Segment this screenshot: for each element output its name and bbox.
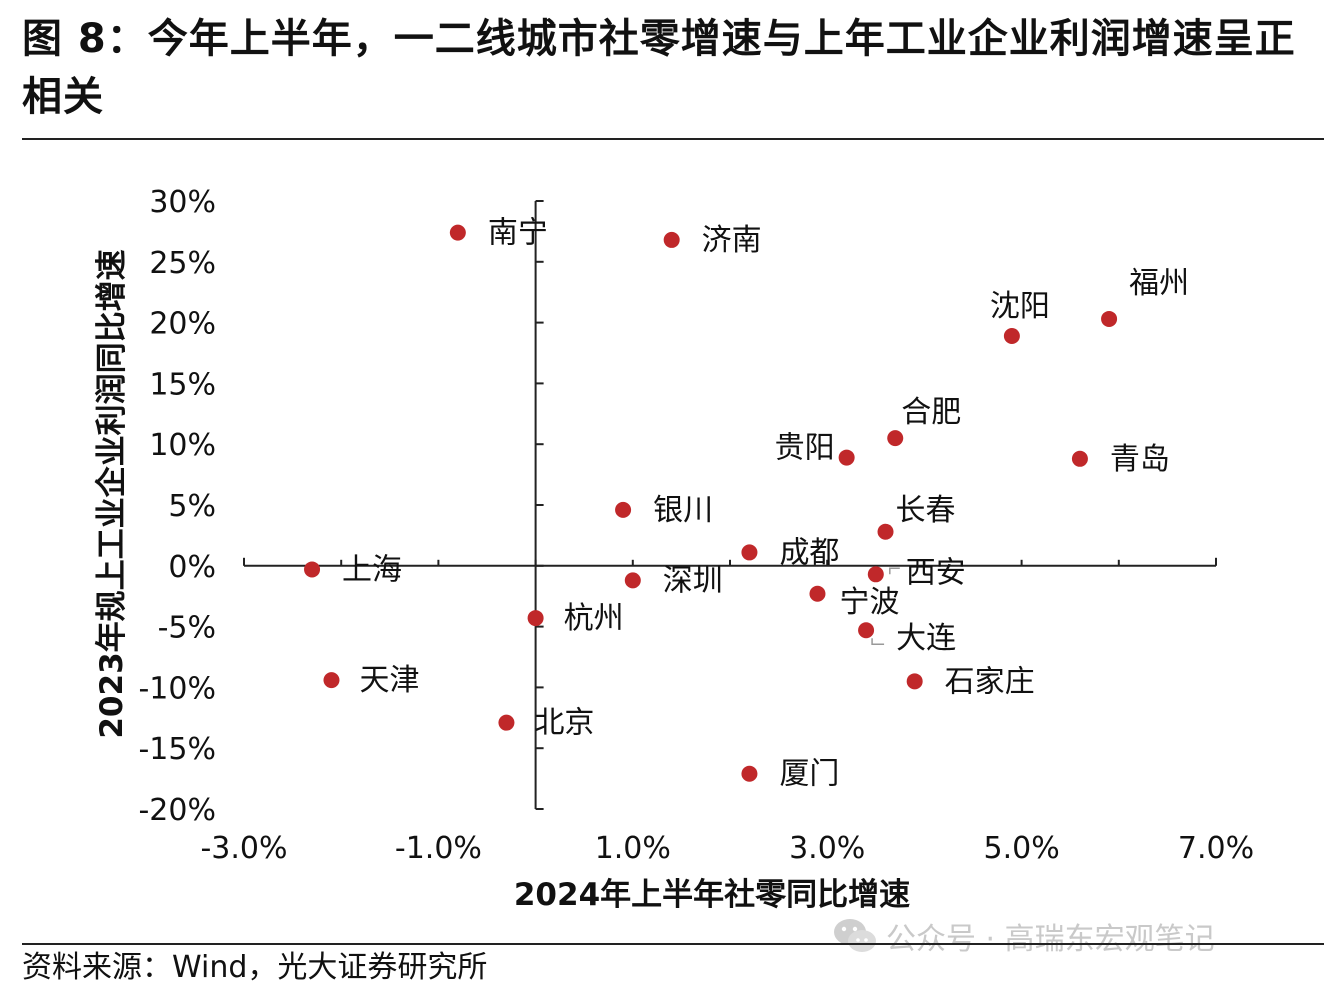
leader-line bbox=[889, 567, 900, 575]
y-tick-label: 30% bbox=[149, 185, 216, 220]
data-point bbox=[527, 610, 544, 627]
data-point bbox=[838, 449, 855, 466]
axes-group bbox=[243, 200, 1217, 810]
point-label: 北京 bbox=[534, 706, 594, 741]
data-point bbox=[741, 765, 758, 782]
y-tick-label: 5% bbox=[168, 489, 216, 524]
point-label: 银川 bbox=[653, 493, 713, 528]
point-label: 福州 bbox=[1129, 266, 1189, 301]
point-label: 大连 bbox=[896, 621, 956, 656]
point-label: 贵阳 bbox=[775, 431, 835, 466]
y-tick-label: 15% bbox=[149, 367, 216, 402]
tick-labels-group: -3.0% -1.0% 1.0% 3.0% 5.0% 7.0% 30% 25% 20% 15% 10… bbox=[138, 185, 1254, 866]
x-tick-label: 1.0% bbox=[595, 831, 671, 866]
point-label: 西安 bbox=[906, 555, 966, 590]
point-label: 深圳 bbox=[663, 563, 723, 598]
leader-line bbox=[871, 638, 885, 645]
x-tick-label: 5.0% bbox=[983, 831, 1059, 866]
x-tick-label: 3.0% bbox=[789, 831, 865, 866]
data-point bbox=[887, 430, 904, 447]
y-axis-label: 2023年规上工业企业利润同比增速 bbox=[94, 249, 130, 738]
data-point bbox=[877, 523, 894, 540]
watermark: 公众号 · 高瑞东宏观笔记 bbox=[832, 914, 1215, 958]
y-tick-label: 10% bbox=[149, 428, 216, 463]
data-point bbox=[304, 561, 321, 578]
point-label: 长春 bbox=[896, 493, 956, 528]
data-point bbox=[867, 566, 884, 583]
footer-divider bbox=[22, 943, 1324, 945]
point-label: 杭州 bbox=[564, 601, 624, 636]
point-label: 成都 bbox=[779, 535, 839, 570]
source-note: 资料来源：Wind，光大证券研究所 bbox=[22, 950, 488, 985]
x-tick-label: -3.0% bbox=[200, 831, 287, 866]
title-divider bbox=[22, 138, 1324, 140]
data-point bbox=[1003, 327, 1020, 344]
x-tick-label: 7.0% bbox=[1178, 831, 1254, 866]
point-label: 石家庄 bbox=[945, 664, 1035, 699]
leader-lines-group bbox=[871, 567, 900, 645]
point-label: 天津 bbox=[359, 663, 419, 698]
data-point bbox=[741, 544, 758, 561]
y-tick-label: -15% bbox=[138, 732, 216, 767]
figure-title: 图 8：今年上半年，一二线城市社零增速与上年工业企业利润增速呈正相关 bbox=[22, 16, 1296, 120]
scatter-chart: -3.0% -1.0% 1.0% 3.0% 5.0% 7.0% 30% 25% 20% 15% 10… bbox=[94, 185, 1254, 913]
data-point bbox=[1071, 450, 1088, 467]
y-tick-label: 25% bbox=[149, 246, 216, 281]
point-label: 南宁 bbox=[488, 216, 548, 251]
data-point bbox=[615, 501, 632, 518]
data-point bbox=[323, 672, 340, 689]
points-group bbox=[304, 224, 1118, 782]
point-label: 青岛 bbox=[1110, 442, 1170, 477]
y-tick-label: -5% bbox=[158, 611, 216, 646]
y-tick-label: -10% bbox=[138, 671, 216, 706]
data-point bbox=[1101, 310, 1118, 327]
point-label: 上海 bbox=[342, 552, 402, 587]
data-point bbox=[498, 714, 515, 731]
point-label: 厦门 bbox=[779, 757, 839, 792]
data-point bbox=[858, 622, 875, 639]
y-tick-label: 0% bbox=[168, 550, 216, 585]
point-label: 宁波 bbox=[839, 585, 899, 620]
point-label: 合肥 bbox=[901, 395, 961, 430]
data-point bbox=[906, 673, 923, 690]
point-label: 沈阳 bbox=[990, 289, 1050, 324]
data-point bbox=[624, 572, 641, 589]
y-tick-label: -20% bbox=[138, 793, 216, 828]
wechat-icon bbox=[834, 919, 876, 952]
point-label: 济南 bbox=[702, 223, 762, 258]
x-axis-label: 2024年上半年社零同比增速 bbox=[514, 877, 910, 913]
x-tick-label: -1.0% bbox=[395, 831, 482, 866]
y-tick-label: 20% bbox=[149, 307, 216, 342]
data-point bbox=[663, 231, 680, 248]
data-point bbox=[809, 585, 826, 602]
data-point bbox=[449, 224, 466, 241]
watermark-text: 公众号 · 高瑞东宏观笔记 bbox=[886, 922, 1215, 957]
